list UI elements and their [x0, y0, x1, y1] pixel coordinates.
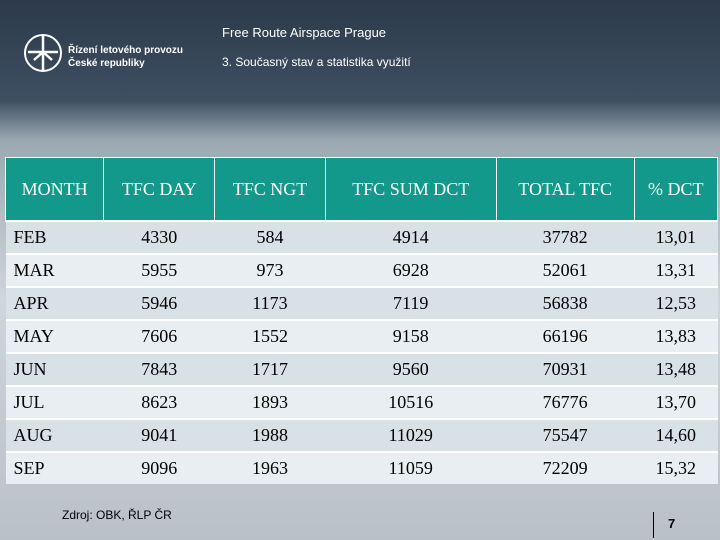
table-cell: 13,48: [634, 352, 718, 386]
table-cell: 1173: [214, 286, 326, 320]
column-header: TFC DAY: [103, 157, 216, 222]
organization: Řízení letového provozu České republiky: [68, 44, 183, 70]
table-cell: AUG: [5, 418, 104, 452]
data-table: MONTH TFC DAY TFC NGT TFC SUM DCT TOTAL TFC%…: [4, 157, 719, 484]
divider: [653, 512, 654, 538]
table-cell: 973: [214, 253, 326, 287]
table-cell: 13,01: [634, 220, 718, 254]
table-row: MAY 7606 1552 9158 66196 13,83: [5, 319, 718, 353]
table-cell: MAY: [5, 319, 104, 353]
table-cell: 11029: [325, 418, 497, 452]
table-cell: 13,31: [634, 253, 718, 287]
table-cell: APR: [5, 286, 104, 320]
table-row: JUN 7843 1717 9560 70931 13,48: [5, 352, 718, 386]
table-cell: 1988: [214, 418, 326, 452]
table-row: AUG 9041 1988 11029 75547 14,60: [5, 418, 718, 452]
table-cell: 70931: [496, 352, 635, 386]
table-cell: 5955: [103, 253, 215, 287]
table-cell: 76776: [496, 385, 635, 419]
table-cell: MAR: [5, 253, 104, 287]
table-cell: 11059: [325, 451, 497, 484]
table-cell: 584: [214, 220, 326, 254]
table-cell: FEB: [5, 220, 104, 254]
table-cell: 13,83: [634, 319, 718, 353]
title: Free Route Airspace Prague: [222, 25, 387, 40]
table-cell: 1717: [214, 352, 326, 386]
table-cell: 14,60: [634, 418, 718, 452]
source: Zdroj: OBK, ŘLP ČR: [62, 508, 172, 522]
org-line: Řízení letového provozu: [68, 45, 184, 56]
table-cell: 10516: [325, 385, 497, 419]
column-header: TFC SUM DCT: [324, 157, 497, 222]
column-header: TFC NGT: [214, 157, 326, 222]
org-line: České republiky: [68, 58, 145, 69]
column-header: % DCT: [633, 157, 719, 222]
table-cell: 9158: [325, 319, 497, 353]
table-cell: 56838: [496, 286, 635, 320]
page-number: 7: [668, 516, 676, 531]
table-row: FEB 4330 584 4914 37782 13,01: [5, 220, 718, 254]
table-cell: JUL: [5, 385, 104, 419]
table-cell: 9041: [103, 418, 215, 452]
table-cell: 8623: [103, 385, 215, 419]
table-cell: 6928: [325, 253, 497, 287]
table-cell: 72209: [496, 451, 635, 484]
table-cell: 5946: [103, 286, 215, 320]
table-cell: SEP: [5, 451, 104, 484]
column-header: TOTAL TFC: [495, 157, 635, 222]
table-cell: 52061: [496, 253, 635, 287]
table-cell: 9560: [325, 352, 497, 386]
header-row: MONTH TFC DAY TFC NGT TFC SUM DCT TOTAL TFC%…: [4, 157, 719, 222]
column-header: MONTH: [4, 157, 105, 222]
table-cell: 66196: [496, 319, 635, 353]
table-cell: 15,32: [634, 451, 718, 484]
table-cell: 12,53: [634, 286, 718, 320]
table-cell: 1552: [214, 319, 326, 353]
table-cell: 7119: [325, 286, 497, 320]
subtitle: 3. Současný stav a statistika využití: [222, 55, 411, 69]
table-cell: JUN: [5, 352, 104, 386]
table-row: MAR 5955 973 6928 52061 13,31: [5, 253, 718, 287]
table-cell: 1893: [214, 385, 326, 419]
table-cell: 4914: [325, 220, 497, 254]
table-cell: 1963: [214, 451, 326, 484]
table-cell: 9096: [103, 451, 215, 484]
table-cell: 37782: [496, 220, 635, 254]
table-cell: 4330: [103, 220, 215, 254]
table-cell: 13,70: [634, 385, 718, 419]
table-row: APR 5946 1173 7119 56838 12,53: [5, 286, 718, 320]
table-row: SEP 9096 1963 11059 72209 15,32: [5, 451, 718, 484]
table-cell: 75547: [496, 418, 635, 452]
table-cell: 7843: [103, 352, 215, 386]
table-cell: 7606: [103, 319, 215, 353]
logo: [24, 34, 62, 72]
table-row: JUL 8623 1893 10516 76776 13,70: [5, 385, 718, 419]
